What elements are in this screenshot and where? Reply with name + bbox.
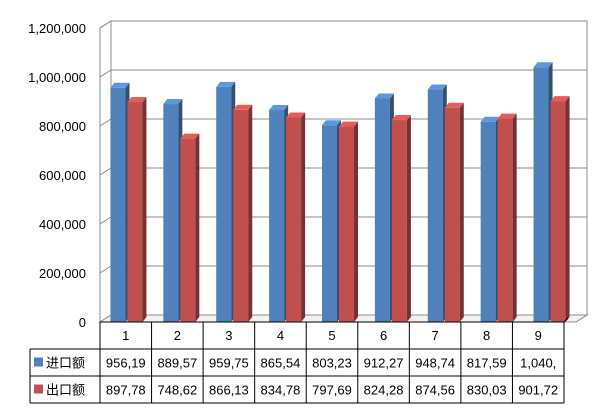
bar (427, 89, 443, 322)
bar-top (180, 133, 200, 139)
bar (110, 87, 126, 322)
bar (180, 138, 196, 322)
bar (480, 121, 496, 322)
bar (127, 102, 143, 322)
table-value: 834,78 (261, 383, 301, 398)
y-tick-label: 0 (79, 315, 86, 330)
table-value: 874,56 (415, 383, 455, 398)
bar (322, 125, 337, 322)
bar (533, 67, 549, 322)
table-value: 824,28 (364, 383, 404, 398)
table-value: 866,13 (209, 383, 249, 398)
bar (233, 109, 249, 322)
legend-swatch (34, 384, 43, 394)
y-axis-tick-labels: 0 200,000 400,000 600,000 800,000 1,000,000 1,… (28, 21, 86, 330)
bar-top (339, 121, 358, 127)
bar (391, 120, 407, 323)
bar (444, 107, 460, 322)
x-tick-label: 5 (328, 328, 335, 343)
bar-side (565, 96, 570, 322)
bar-top (233, 104, 253, 110)
bar-top (110, 82, 130, 88)
table-value: 901,72 (518, 383, 558, 398)
y-tick-label: 600,000 (39, 168, 86, 183)
bar-top (127, 97, 147, 103)
x-tick-label: 4 (277, 328, 284, 343)
bar-side (142, 97, 147, 322)
x-tick-label: 3 (225, 328, 232, 343)
table-value: 897,78 (106, 383, 146, 398)
bar-side (301, 112, 306, 322)
y-tick-label: 1,000,000 (28, 70, 86, 85)
bar-top (216, 81, 236, 87)
bar-top (374, 93, 394, 99)
y-tick-label: 400,000 (39, 217, 86, 232)
table-value: 889,57 (157, 356, 197, 371)
bars (110, 62, 570, 323)
bar-side (406, 115, 411, 323)
y-tick-label: 800,000 (39, 119, 86, 134)
bar (497, 118, 513, 323)
data-table: 1 2 3 4 5 6 7 8 9 进口额 956,19 889,57 959,75 865,54 803,… (29, 317, 569, 404)
table-value: 959,75 (209, 356, 249, 371)
table-value: 817,59 (467, 356, 507, 371)
bar-top (480, 116, 500, 122)
bar-top (550, 96, 570, 102)
bar-top (286, 112, 306, 118)
table-value: 803,23 (312, 356, 352, 371)
bar-side (248, 104, 253, 322)
bar (550, 101, 566, 322)
gridline (99, 20, 587, 29)
bar (339, 126, 354, 322)
x-tick-label: 7 (431, 328, 438, 343)
bar (374, 98, 390, 322)
legend-label: 进口额 (46, 356, 85, 371)
bar-side (195, 133, 200, 322)
bar-top (163, 99, 183, 105)
x-tick-label: 8 (483, 328, 490, 343)
bar-side (512, 113, 517, 323)
bar-top (533, 62, 553, 68)
bar (286, 117, 302, 322)
table-corner-line (563, 317, 569, 323)
bar (163, 104, 179, 322)
table-value: 748,62 (157, 383, 197, 398)
x-tick-label: 9 (535, 328, 542, 343)
bar-top (427, 84, 447, 90)
table-value: 912,27 (364, 356, 404, 371)
legend-label: 出口额 (46, 383, 85, 398)
bar (269, 109, 285, 322)
bar-top (497, 113, 517, 119)
x-tick-label: 2 (174, 328, 181, 343)
table-value: 948,74 (415, 356, 455, 371)
bar-side (459, 102, 464, 322)
table-value: 865,54 (261, 356, 301, 371)
bar-top (444, 102, 464, 108)
y-tick-label: 200,000 (39, 266, 86, 281)
x-tick-label: 1 (122, 328, 129, 343)
x-tick-label: 6 (380, 328, 387, 343)
bar-top (322, 120, 341, 126)
table-value: 830,03 (467, 383, 507, 398)
table-value: 956,19 (106, 356, 146, 371)
bar-side (354, 121, 358, 322)
bar (216, 86, 232, 322)
y-tick-label: 1,200,000 (28, 21, 86, 36)
table-value: 1,040, (520, 356, 556, 371)
gridline (99, 69, 587, 78)
legend-swatch (34, 357, 43, 367)
bar-top (391, 115, 411, 121)
table-value: 797,69 (312, 383, 352, 398)
bar-top (269, 104, 289, 110)
